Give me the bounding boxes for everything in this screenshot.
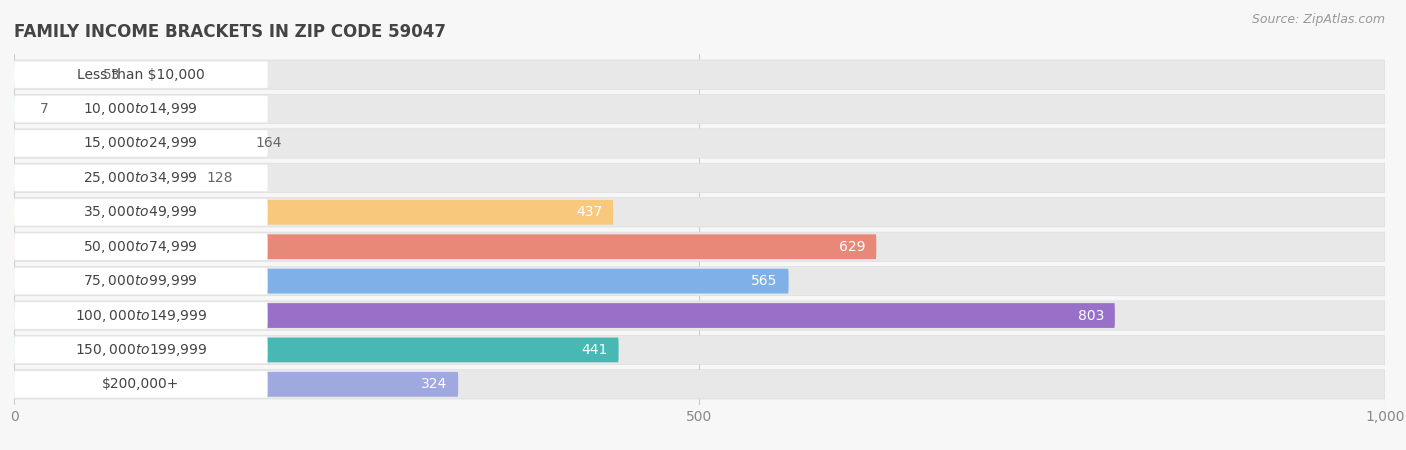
FancyBboxPatch shape <box>14 232 1385 261</box>
Text: 803: 803 <box>1077 309 1104 323</box>
FancyBboxPatch shape <box>14 301 1385 330</box>
FancyBboxPatch shape <box>14 130 267 157</box>
Text: 629: 629 <box>839 240 865 254</box>
FancyBboxPatch shape <box>14 268 267 294</box>
FancyBboxPatch shape <box>14 129 1385 158</box>
FancyBboxPatch shape <box>14 96 267 122</box>
FancyBboxPatch shape <box>14 61 267 88</box>
FancyBboxPatch shape <box>14 335 1385 364</box>
FancyBboxPatch shape <box>14 60 1385 89</box>
Text: 128: 128 <box>207 171 232 185</box>
FancyBboxPatch shape <box>14 163 1385 193</box>
Text: $100,000 to $149,999: $100,000 to $149,999 <box>75 307 207 324</box>
FancyBboxPatch shape <box>14 94 1385 124</box>
Text: 565: 565 <box>751 274 778 288</box>
Text: 7: 7 <box>41 102 49 116</box>
FancyBboxPatch shape <box>14 338 619 362</box>
Text: Source: ZipAtlas.com: Source: ZipAtlas.com <box>1251 14 1385 27</box>
FancyBboxPatch shape <box>14 198 1385 227</box>
Text: $50,000 to $74,999: $50,000 to $74,999 <box>83 238 198 255</box>
FancyBboxPatch shape <box>14 234 267 260</box>
Text: $10,000 to $14,999: $10,000 to $14,999 <box>83 101 198 117</box>
FancyBboxPatch shape <box>14 200 613 225</box>
Text: Less than $10,000: Less than $10,000 <box>77 68 205 81</box>
FancyBboxPatch shape <box>14 371 267 398</box>
FancyBboxPatch shape <box>14 303 1115 328</box>
Text: $35,000 to $49,999: $35,000 to $49,999 <box>83 204 198 220</box>
FancyBboxPatch shape <box>14 62 87 87</box>
Text: $75,000 to $99,999: $75,000 to $99,999 <box>83 273 198 289</box>
FancyBboxPatch shape <box>14 199 267 225</box>
Text: 164: 164 <box>256 136 281 150</box>
FancyBboxPatch shape <box>14 370 1385 399</box>
FancyBboxPatch shape <box>14 166 190 190</box>
FancyBboxPatch shape <box>14 337 267 363</box>
FancyBboxPatch shape <box>14 372 458 397</box>
FancyBboxPatch shape <box>14 165 267 191</box>
FancyBboxPatch shape <box>14 234 876 259</box>
Text: $15,000 to $24,999: $15,000 to $24,999 <box>83 135 198 152</box>
Text: 437: 437 <box>576 205 602 219</box>
Text: FAMILY INCOME BRACKETS IN ZIP CODE 59047: FAMILY INCOME BRACKETS IN ZIP CODE 59047 <box>14 23 446 41</box>
FancyBboxPatch shape <box>14 269 789 293</box>
Text: 441: 441 <box>581 343 607 357</box>
Text: $200,000+: $200,000+ <box>103 378 180 392</box>
Text: 53: 53 <box>103 68 121 81</box>
FancyBboxPatch shape <box>14 97 25 122</box>
Text: $25,000 to $34,999: $25,000 to $34,999 <box>83 170 198 186</box>
FancyBboxPatch shape <box>14 266 1385 296</box>
Text: 324: 324 <box>420 378 447 392</box>
FancyBboxPatch shape <box>14 302 267 329</box>
Text: $150,000 to $199,999: $150,000 to $199,999 <box>75 342 207 358</box>
FancyBboxPatch shape <box>14 131 239 156</box>
